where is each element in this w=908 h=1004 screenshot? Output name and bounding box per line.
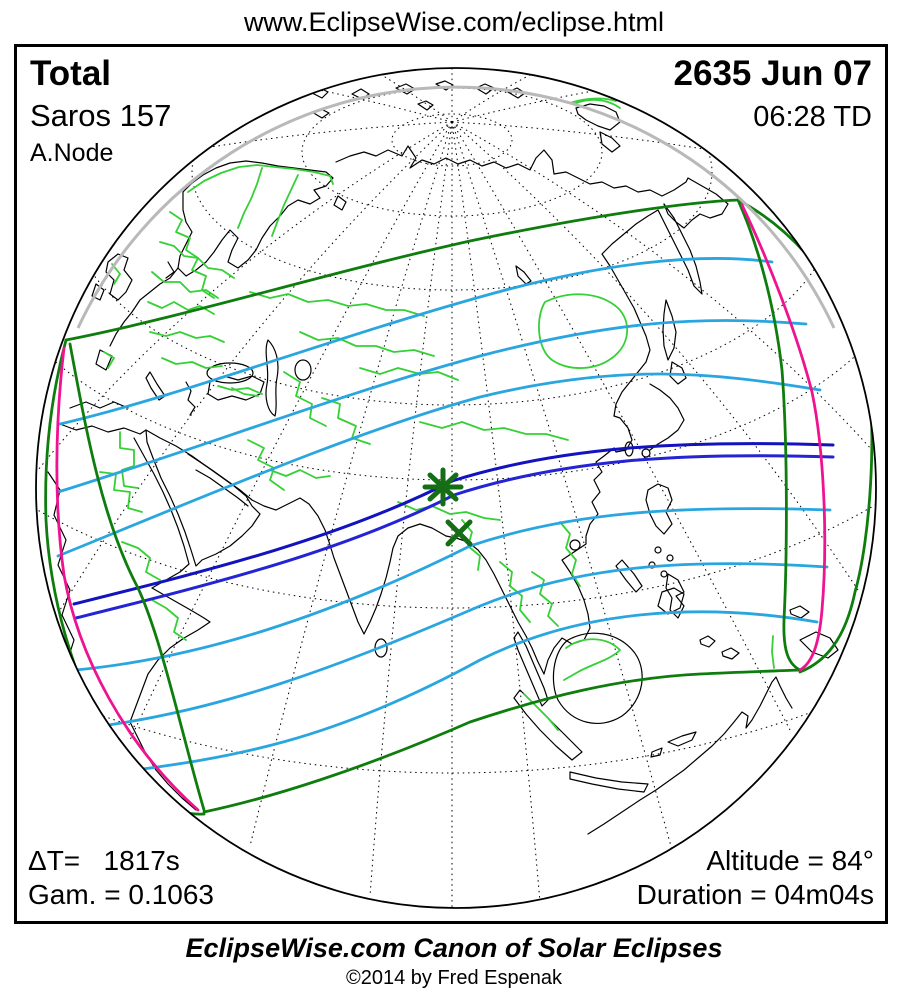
altitude-value: Altitude = 84° [706,845,874,876]
footer-copyright: ©2014 by Fred Espenak [346,967,562,989]
eclipse-type-label: Total [30,54,112,93]
saros-series-label: Saros 157 [30,98,172,133]
eclipse-date-label: 2635 Jun 07 [673,54,872,93]
greatest-duration-marker [445,519,473,547]
delta-t-value: ΔT= 1817s [28,845,180,876]
globe-limb-shading [76,85,836,329]
country-borders [99,97,775,731]
gamma-value: Gam. = 0.1063 [28,879,215,910]
globe-outline [35,67,877,909]
eclipse-time-label: 06:28 TD [753,101,872,133]
node-label: A.Node [30,139,114,167]
footer-title: EclipseWise.com Canon of Solar Eclipses [185,933,723,963]
duration-value: Duration = 04m04s [636,879,874,910]
header-url-link[interactable]: www.EclipseWise.com/eclipse.html [243,7,665,37]
greatest-eclipse-marker [422,467,464,507]
graticule-grid [36,68,876,908]
